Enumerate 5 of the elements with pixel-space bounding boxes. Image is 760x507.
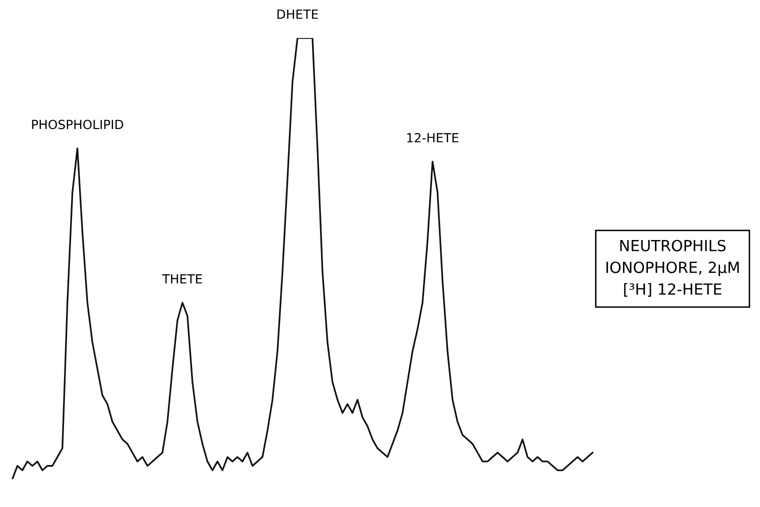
text: NEUTROPHILS IONOPHORE, 2μM [³H] 12-HETE	[606, 240, 739, 297]
annotation: THETE	[162, 274, 202, 284]
annotation: PHOSPHOLIPID	[32, 120, 124, 130]
annotation: 12-HETE	[407, 132, 458, 142]
text: DHETE	[277, 10, 318, 19]
